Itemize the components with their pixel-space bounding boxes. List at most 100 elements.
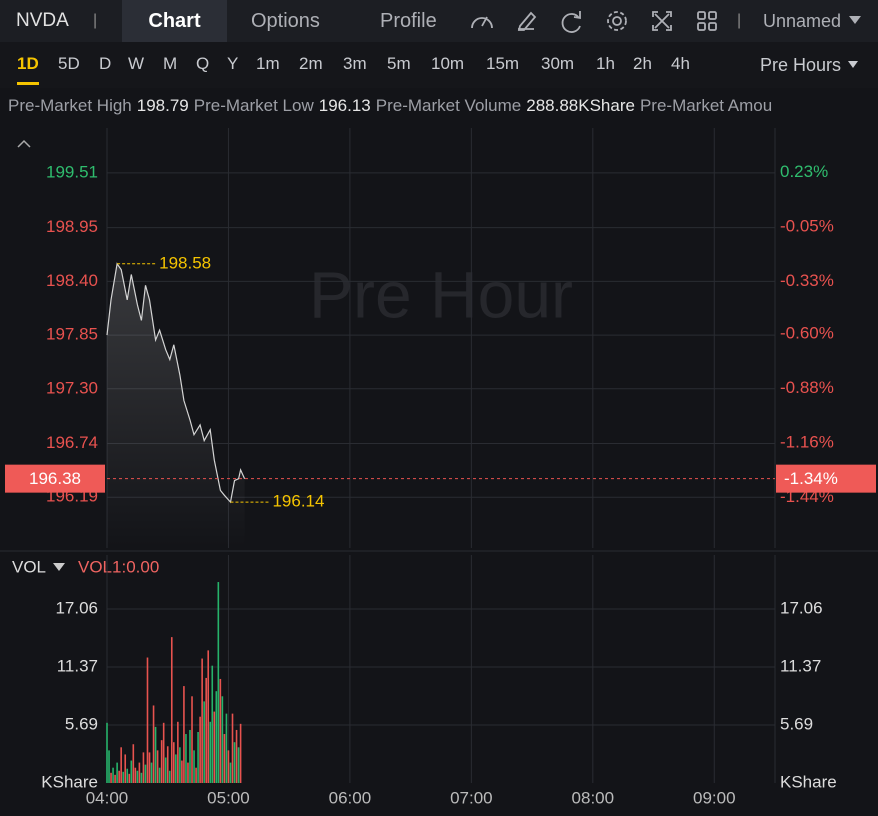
timeframe[interactable]: 30m [541, 54, 575, 73]
timeframe[interactable]: 1h [596, 54, 615, 73]
layout-name[interactable]: Unnamed [763, 11, 842, 31]
timeframe[interactable]: 10m [431, 54, 465, 73]
timeframe[interactable]: M [163, 54, 178, 73]
draw-icon[interactable] [517, 11, 537, 31]
refresh-icon[interactable] [561, 11, 581, 33]
top-bar: NVDA | Chart Options Profile | Unnamed [0, 0, 878, 42]
y-tick-label: 196.74 [46, 433, 98, 452]
separator: | [737, 12, 742, 29]
unit-label: KShare [41, 772, 98, 791]
timeframe[interactable]: 1m [256, 54, 280, 73]
y-tick-label: 11.37 [57, 656, 98, 675]
timeframe[interactable]: Y [227, 54, 239, 73]
x-tick-label: 08:00 [572, 788, 615, 807]
volume-bar [183, 686, 185, 783]
timeframe[interactable]: D [99, 54, 112, 73]
volume-bar [195, 767, 197, 783]
session-select[interactable]: Pre Hours [760, 55, 842, 75]
volume-bar [158, 767, 161, 783]
symbol[interactable]: NVDA [16, 10, 69, 31]
layout-icon[interactable] [697, 11, 717, 31]
tab[interactable]: Options [251, 10, 320, 32]
x-tick-label: 05:00 [207, 788, 250, 807]
stat-label: Pre-Market Low [193, 96, 314, 115]
price-area [107, 263, 245, 548]
y2-tick-label: -0.60% [780, 324, 834, 343]
fullscreen-icon[interactable] [652, 11, 672, 31]
volume-bar [110, 772, 112, 783]
timeframe[interactable]: 2m [299, 54, 323, 73]
volume-bar [209, 721, 212, 783]
y2-tick-label: 0.23% [780, 162, 828, 181]
volume-bar [193, 750, 195, 783]
y-tick-label: 197.30 [46, 378, 98, 397]
dropdown-caret [848, 61, 858, 68]
volume-bar [136, 770, 139, 783]
volume-bar [126, 768, 129, 783]
volume-bar [152, 705, 155, 783]
timeframe[interactable]: W [128, 54, 145, 73]
collapse-icon[interactable] [17, 139, 31, 148]
volume-bar [162, 722, 165, 783]
active-tab-bg [122, 0, 227, 42]
volume-title: VOL [12, 557, 46, 576]
dropdown-caret[interactable] [53, 563, 65, 571]
y-tick-label: 5.69 [65, 714, 98, 733]
indicator-icon[interactable] [471, 16, 493, 29]
high-label: 198.58 [159, 253, 211, 272]
y2-tick-label: 17.06 [780, 598, 823, 617]
y-tick-label: 198.95 [46, 217, 98, 236]
last-change: -1.34% [784, 469, 838, 488]
volume-bar [140, 772, 143, 783]
volume-bar [203, 701, 205, 783]
toolbar-icons [471, 11, 717, 33]
volume-bar [154, 726, 157, 783]
volume-bar [227, 750, 230, 783]
volume-bar [235, 729, 238, 783]
volume-bar [237, 747, 240, 783]
x-tick-label: 04:00 [86, 788, 129, 807]
volume-bar [231, 713, 234, 783]
timeframe-bar: Pre Hours 1D 5D D W M Q Y 1m 2m 3m 5m 10m 15m 30m 1h 2h… [0, 42, 878, 88]
tab[interactable]: Profile [380, 10, 437, 32]
y2-tick-label: -0.05% [780, 217, 834, 236]
volume-bar [116, 762, 118, 783]
timeframe[interactable]: 15m [486, 54, 520, 73]
timeframe[interactable]: 3m [343, 54, 367, 73]
timeframe[interactable]: Q [196, 54, 210, 73]
timeframe[interactable]: 4h [671, 54, 690, 73]
volume-bar [134, 767, 137, 783]
stat-value: 196.13 [318, 96, 371, 115]
tab[interactable]: Chart [148, 10, 201, 32]
volume-bar [211, 665, 214, 783]
volume-bar [189, 729, 191, 783]
timeframe[interactable]: 5D [58, 54, 80, 73]
separator: | [93, 12, 98, 29]
volume-bar [114, 774, 116, 783]
volume-bar [201, 658, 203, 783]
volume-bar [197, 731, 199, 783]
y-tick-label: 199.51 [46, 162, 98, 181]
volume-bar [205, 677, 207, 783]
timeframe[interactable]: 2h [633, 54, 652, 73]
settings-icon[interactable] [607, 11, 627, 31]
volume-bar [124, 754, 127, 783]
stat-value: 288.88KShare [526, 96, 635, 115]
volume-bar [130, 760, 133, 783]
stat-label: Pre-Market Amou [639, 96, 773, 115]
y-tick-label: 197.85 [46, 325, 98, 344]
timeframe[interactable]: 1D [17, 54, 39, 73]
volume-bar [168, 770, 171, 783]
volume-bar [207, 650, 210, 783]
timeframe[interactable]: 5m [387, 54, 411, 73]
unit-label: KShare [780, 772, 837, 791]
last-price-tag [5, 464, 105, 493]
y-tick-label: 17.06 [55, 598, 98, 617]
volume-bar [112, 767, 114, 783]
stat-label: Pre-Market High [8, 96, 132, 115]
volume-bar [156, 750, 159, 783]
volume-bar [173, 742, 175, 783]
volume-bar [219, 678, 222, 783]
volume-bar [166, 746, 169, 783]
